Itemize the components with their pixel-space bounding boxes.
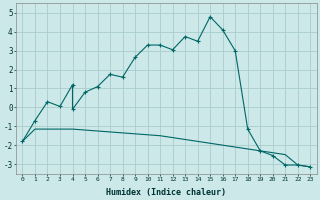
X-axis label: Humidex (Indice chaleur): Humidex (Indice chaleur)	[106, 188, 226, 197]
